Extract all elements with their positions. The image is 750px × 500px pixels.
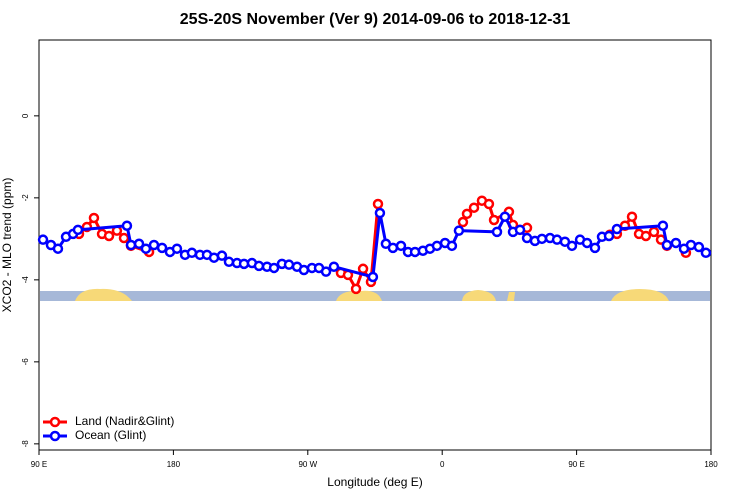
- data-point: [37, 234, 49, 245]
- data-point: [156, 242, 168, 254]
- chart-title: 25S-20S November (Ver 9) 2014-09-06 to 2…: [180, 11, 571, 28]
- data-point: [461, 208, 473, 220]
- land-blob: [611, 289, 669, 301]
- legend-marker: [49, 416, 61, 428]
- x-tick-label: 90 E: [568, 460, 584, 469]
- legend-label: Land (Nadir&Glint): [75, 414, 174, 428]
- data-point: [52, 243, 64, 254]
- data-point: [499, 211, 511, 222]
- y-axis-label: XCO2 - MLO trend (ppm): [0, 178, 14, 313]
- legend-marker: [49, 430, 61, 442]
- legend-label: Ocean (Glint): [75, 428, 146, 442]
- data-point: [387, 242, 399, 254]
- legend: Land (Nadir&Glint)Ocean (Glint): [43, 414, 174, 442]
- data-point: [589, 242, 601, 254]
- data-point: [121, 220, 133, 231]
- data-point: [431, 240, 443, 252]
- data-point: [409, 246, 421, 258]
- data-point: [457, 216, 469, 228]
- data-point: [367, 271, 379, 283]
- data-point: [328, 261, 340, 272]
- data-point: [125, 239, 137, 251]
- data-point: [133, 238, 145, 250]
- data-point: [357, 263, 369, 275]
- data-point: [453, 225, 465, 236]
- data-point: [640, 230, 652, 242]
- x-tick-label: 90 E: [31, 460, 47, 469]
- land-blob: [336, 290, 382, 301]
- data-point: [536, 233, 548, 245]
- data-point: [253, 260, 265, 272]
- data-point: [648, 226, 660, 238]
- data-point: [372, 198, 384, 210]
- data-point: [700, 247, 712, 259]
- data-point: [320, 266, 332, 277]
- data-point: [566, 240, 578, 252]
- data-point: [693, 241, 705, 253]
- data-point: [626, 211, 638, 222]
- y-tick-label: 0: [21, 113, 30, 118]
- y-tick-label: -6: [21, 358, 30, 366]
- land-blob: [75, 288, 132, 301]
- data-point: [581, 237, 593, 249]
- data-point: [374, 207, 386, 219]
- x-tick-label: 90 W: [298, 460, 317, 469]
- data-point: [488, 214, 500, 226]
- data-point: [171, 243, 183, 254]
- data-point: [350, 283, 362, 295]
- data-point: [298, 264, 310, 276]
- data-point: [216, 250, 228, 261]
- y-tick-label: -8: [21, 440, 30, 448]
- data-point: [268, 262, 280, 274]
- data-point: [657, 220, 669, 231]
- data-point: [118, 232, 130, 244]
- data-point: [88, 212, 100, 224]
- x-tick-label: 180: [704, 460, 718, 469]
- data-point: [468, 202, 480, 213]
- data-point: [603, 230, 615, 242]
- plot-frame: [38, 39, 712, 451]
- y-tick-label: -4: [21, 276, 30, 284]
- data-point: [72, 224, 84, 236]
- land-blob: [462, 290, 496, 301]
- data-point: [148, 239, 160, 251]
- data-point: [395, 240, 407, 252]
- x-tick-label: 180: [167, 460, 181, 469]
- data-point: [491, 226, 503, 238]
- map-strip: [40, 288, 710, 301]
- data-point: [670, 237, 682, 249]
- data-point: [223, 256, 235, 268]
- data-point: [661, 239, 673, 251]
- data-point: [611, 223, 623, 235]
- data-point: [186, 247, 198, 259]
- data-point: [103, 230, 115, 242]
- data-point: [446, 240, 458, 252]
- y-tick-label: -2: [21, 194, 30, 202]
- data-point: [483, 198, 495, 210]
- data-point: [514, 224, 526, 236]
- x-tick-label: 0: [440, 460, 445, 469]
- data-point: [140, 243, 152, 254]
- land-blob: [507, 292, 515, 301]
- data-point: [283, 259, 295, 270]
- x-axis-label: Longitude (deg E): [327, 475, 422, 489]
